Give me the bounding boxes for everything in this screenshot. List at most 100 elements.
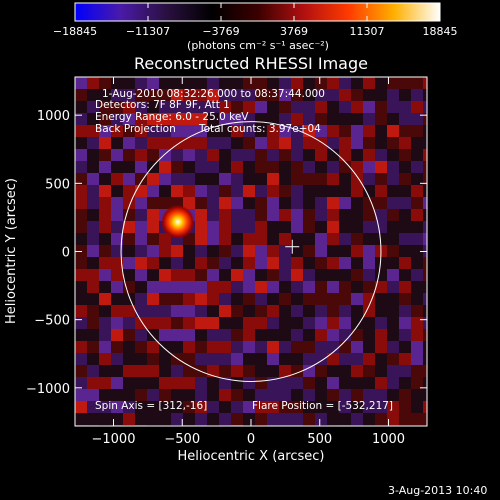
heatmap-cell xyxy=(243,245,255,257)
heatmap-cell xyxy=(171,365,183,377)
heatmap-cell xyxy=(183,89,195,101)
heatmap-cell xyxy=(291,257,303,269)
heatmap-cell xyxy=(75,161,87,173)
heatmap-cell xyxy=(423,293,427,305)
axis-ticks xyxy=(75,77,427,426)
heatmap-cell xyxy=(303,377,315,389)
heatmap-cell xyxy=(147,77,159,89)
heatmap-cell xyxy=(303,281,315,293)
heatmap-cell xyxy=(243,401,255,413)
heatmap-cell xyxy=(123,233,135,245)
heatmap-cell xyxy=(279,413,291,425)
heatmap-cell xyxy=(291,149,303,161)
heatmap-cell xyxy=(147,305,159,317)
heatmap-cell xyxy=(219,269,231,281)
heatmap-cell xyxy=(231,281,243,293)
heatmap-cell xyxy=(375,389,387,401)
heatmap-cell xyxy=(87,245,99,257)
heatmap-cell xyxy=(375,77,387,89)
heatmap-cell xyxy=(303,245,315,257)
heatmap-cell xyxy=(123,293,135,305)
heatmap-cell xyxy=(423,365,427,377)
heatmap-cell xyxy=(399,377,411,389)
heatmap-cell xyxy=(111,329,123,341)
heatmap-cell xyxy=(207,257,219,269)
heatmap-cell xyxy=(423,89,427,101)
heatmap-cell xyxy=(399,245,411,257)
heatmap-cell xyxy=(255,257,267,269)
heatmap-cell xyxy=(399,269,411,281)
y-tick-label: 500 xyxy=(45,177,70,192)
annotation-method: Back Projection xyxy=(95,123,176,135)
heatmap-cell xyxy=(171,305,183,317)
heatmap-cell xyxy=(303,185,315,197)
heatmap-cell xyxy=(219,161,231,173)
heatmap-cell xyxy=(111,101,123,113)
heatmap-cell xyxy=(231,197,243,209)
heatmap-cell xyxy=(423,389,427,401)
heatmap-cell xyxy=(171,389,183,401)
heatmap-cell xyxy=(315,113,327,125)
heatmap-cell xyxy=(75,269,87,281)
heatmap-cell xyxy=(387,281,399,293)
heatmap-cell xyxy=(195,269,207,281)
heatmap-cell xyxy=(171,317,183,329)
heatmap-cell xyxy=(399,77,411,89)
heatmap-cell xyxy=(315,101,327,113)
heatmap-cell xyxy=(267,425,279,426)
heatmap-cell xyxy=(87,77,99,89)
heatmap-cell xyxy=(267,281,279,293)
heatmap-cell xyxy=(123,257,135,269)
heatmap-cell xyxy=(399,257,411,269)
heatmap-cell xyxy=(315,209,327,221)
heatmap-cell xyxy=(231,389,243,401)
heatmap-cell xyxy=(111,389,123,401)
heatmap-cell xyxy=(123,401,135,413)
heatmap-cell xyxy=(423,341,427,353)
heatmap-cell xyxy=(219,293,231,305)
heatmap-cell xyxy=(75,173,87,185)
heatmap-cell xyxy=(423,113,427,125)
heatmap-cell xyxy=(207,329,219,341)
heatmap-cell xyxy=(171,341,183,353)
heatmap-cell xyxy=(279,77,291,89)
heatmap-cell xyxy=(315,245,327,257)
heatmap-cell xyxy=(363,269,375,281)
heatmap-cell xyxy=(363,413,375,425)
heatmap-cell xyxy=(99,197,111,209)
heatmap-cell xyxy=(303,365,315,377)
heatmap-cell xyxy=(279,209,291,221)
heatmap-cell xyxy=(231,257,243,269)
heatmap-cell xyxy=(147,245,159,257)
heatmap-cell xyxy=(423,161,427,173)
heatmap-cell xyxy=(255,329,267,341)
heatmap-cell xyxy=(75,185,87,197)
heatmap-cell xyxy=(411,221,423,233)
heatmap-cell xyxy=(219,113,231,125)
heatmap-cell xyxy=(243,209,255,221)
colorbar-tick-label: −11307 xyxy=(126,25,170,38)
heatmap-cell xyxy=(159,413,171,425)
heatmap-cell xyxy=(123,353,135,365)
heatmap-cell xyxy=(267,389,279,401)
heatmap-cell xyxy=(75,341,87,353)
heatmap-cell xyxy=(195,173,207,185)
heatmap-cell xyxy=(147,185,159,197)
heatmap-cell xyxy=(75,365,87,377)
heatmap-cell xyxy=(159,113,171,125)
heatmap-cell xyxy=(327,245,339,257)
heatmap-cell xyxy=(255,365,267,377)
heatmap-cell xyxy=(99,401,111,413)
heatmap-cell xyxy=(423,185,427,197)
heatmap-cell xyxy=(207,209,219,221)
heatmap-cell xyxy=(255,89,267,101)
heatmap-cell xyxy=(399,185,411,197)
heatmap-cell xyxy=(279,401,291,413)
heatmap-cell xyxy=(207,89,219,101)
heatmap-cell xyxy=(123,269,135,281)
heatmap-image xyxy=(75,77,427,426)
heatmap-cell xyxy=(123,329,135,341)
heatmap-cell xyxy=(315,365,327,377)
annotation-time-range: 1-Aug-2010 08:32:26.000 to 08:37:44.000 xyxy=(102,88,325,100)
heatmap-cell xyxy=(111,353,123,365)
